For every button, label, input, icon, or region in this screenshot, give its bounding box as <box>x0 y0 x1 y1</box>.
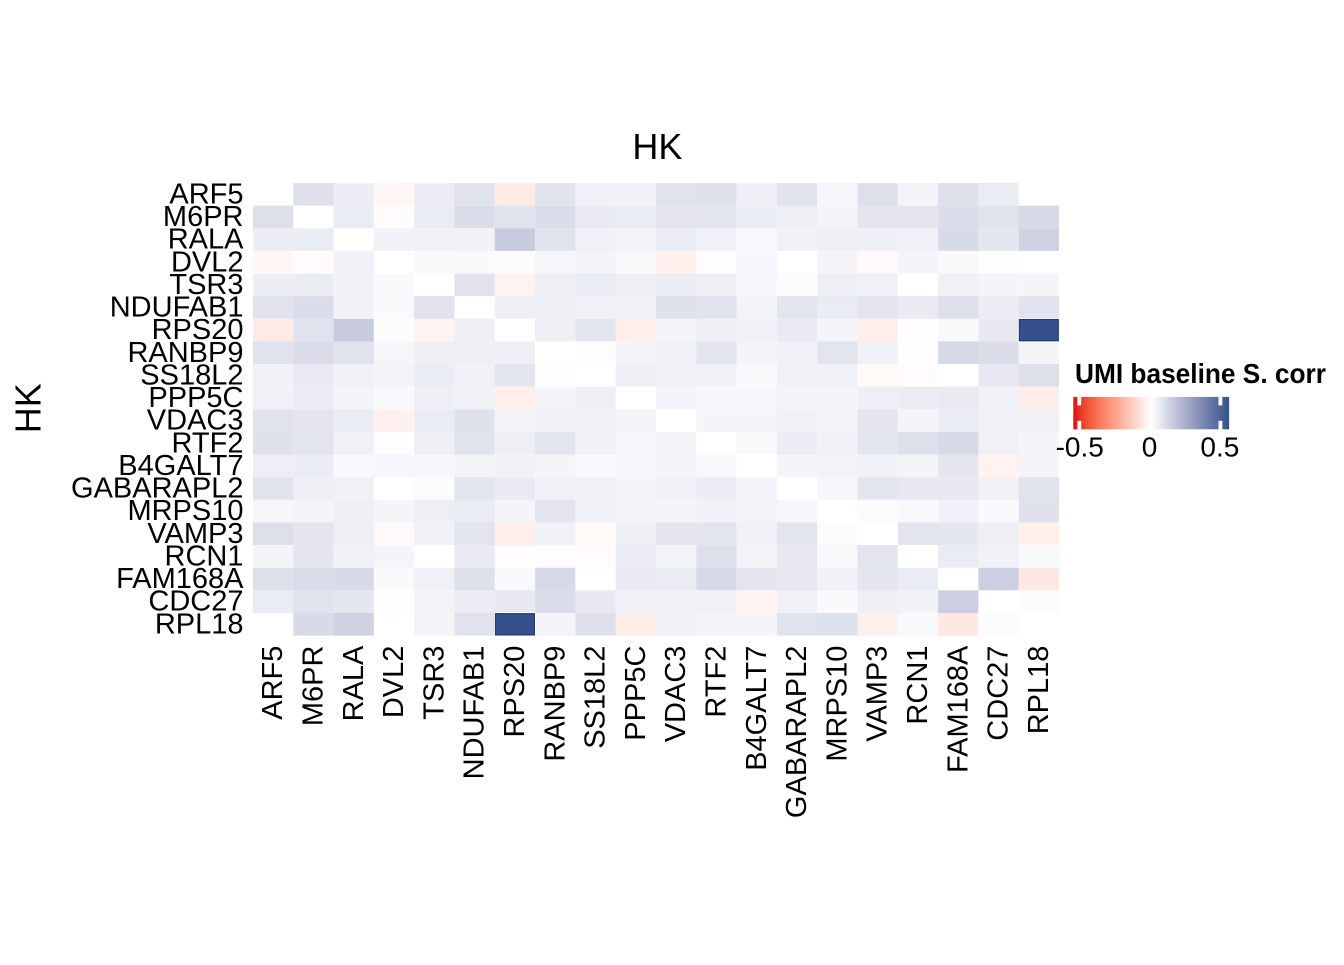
svg-text:RALA: RALA <box>338 645 370 721</box>
svg-text:PPP5C: PPP5C <box>148 382 243 414</box>
svg-text:HK: HK <box>632 126 682 167</box>
svg-text:GABARAPL2: GABARAPL2 <box>71 473 243 505</box>
svg-text:RALA: RALA <box>168 224 244 256</box>
svg-text:0.5: 0.5 <box>1200 431 1239 462</box>
svg-text:RANBP9: RANBP9 <box>539 646 571 762</box>
svg-text:RCN1: RCN1 <box>902 646 934 725</box>
svg-text:RPL18: RPL18 <box>1023 646 1055 735</box>
svg-text:MRPS10: MRPS10 <box>821 646 853 762</box>
svg-text:NDUFAB1: NDUFAB1 <box>110 292 244 324</box>
svg-text:HK: HK <box>7 383 48 433</box>
svg-text:SS18L2: SS18L2 <box>580 646 612 749</box>
svg-text:RTF2: RTF2 <box>700 646 732 718</box>
svg-text:VDAC3: VDAC3 <box>147 405 244 437</box>
svg-text:PPP5C: PPP5C <box>620 646 652 741</box>
svg-text:0: 0 <box>1142 431 1158 462</box>
svg-text:TSR3: TSR3 <box>169 269 243 301</box>
svg-text:SS18L2: SS18L2 <box>140 359 243 391</box>
svg-text:M6PR: M6PR <box>163 201 244 233</box>
svg-text:DVL2: DVL2 <box>171 246 244 278</box>
svg-text:-0.5: -0.5 <box>1056 431 1104 462</box>
svg-text:CDC27: CDC27 <box>148 586 243 618</box>
svg-text:B4GALT7: B4GALT7 <box>118 450 243 482</box>
svg-text:NDUFAB1: NDUFAB1 <box>459 646 491 780</box>
svg-text:DVL2: DVL2 <box>378 646 410 719</box>
svg-text:FAM168A: FAM168A <box>942 645 974 773</box>
svg-text:GABARAPL2: GABARAPL2 <box>781 646 813 818</box>
svg-text:VAMP3: VAMP3 <box>862 646 894 742</box>
svg-text:RPS20: RPS20 <box>152 314 244 346</box>
svg-text:M6PR: M6PR <box>297 646 329 727</box>
svg-text:VAMP3: VAMP3 <box>147 518 243 550</box>
svg-text:TSR3: TSR3 <box>418 646 450 720</box>
svg-text:ARF5: ARF5 <box>169 178 243 210</box>
svg-text:B4GALT7: B4GALT7 <box>741 646 773 771</box>
svg-text:MRPS10: MRPS10 <box>127 495 243 527</box>
svg-text:ARF5: ARF5 <box>257 646 289 720</box>
svg-text:RPL18: RPL18 <box>155 608 244 640</box>
svg-text:RPS20: RPS20 <box>499 646 531 738</box>
svg-text:FAM168A: FAM168A <box>116 563 244 595</box>
svg-text:VDAC3: VDAC3 <box>660 646 692 743</box>
svg-text:UMI baseline S. corr: UMI baseline S. corr <box>1075 358 1326 389</box>
svg-text:CDC27: CDC27 <box>983 646 1015 741</box>
svg-text:RCN1: RCN1 <box>165 540 244 572</box>
svg-text:RANBP9: RANBP9 <box>127 337 243 369</box>
svg-text:RTF2: RTF2 <box>172 427 244 459</box>
